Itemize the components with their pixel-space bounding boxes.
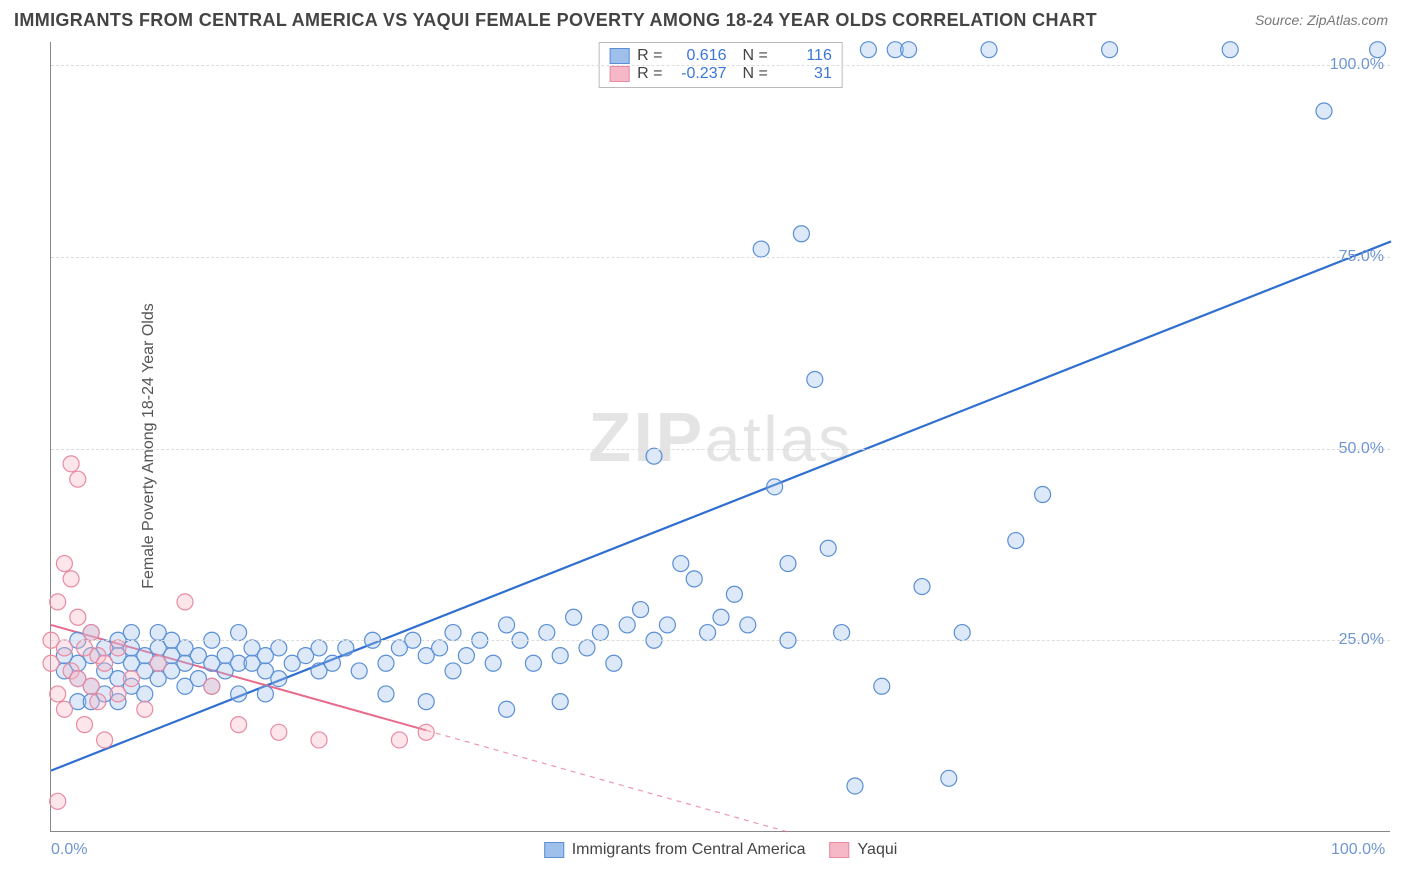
y-tick-label: 50.0%	[1339, 440, 1384, 458]
source-attribution: Source: ZipAtlas.com	[1255, 12, 1388, 28]
scatter-plot: ZIPatlas R =0.616N =116R =-0.237N =31 Im…	[50, 42, 1390, 832]
legend-r-value: 0.616	[671, 47, 727, 65]
legend-swatch	[830, 842, 850, 858]
legend-swatch	[609, 66, 629, 82]
chart-title: IMMIGRANTS FROM CENTRAL AMERICA VS YAQUI…	[14, 10, 1097, 31]
series-legend: Immigrants from Central America Yaqui	[544, 841, 898, 859]
legend-r-value: -0.237	[671, 65, 727, 83]
plot-svg	[51, 42, 1391, 832]
series-legend-item: Immigrants from Central America	[544, 841, 806, 859]
legend-row: R = -0.237 N = 31	[609, 65, 832, 83]
y-tick-label: 100.0%	[1330, 56, 1384, 74]
y-tick-label: 75.0%	[1339, 248, 1384, 266]
series-legend-item: Yaqui	[830, 841, 898, 859]
legend-swatch	[609, 48, 629, 64]
x-tick-label: 100.0%	[1331, 841, 1385, 859]
series-legend-label: Yaqui	[858, 841, 898, 859]
legend-n-label: N =	[743, 65, 768, 83]
legend-n-value: 116	[776, 47, 832, 65]
y-tick-label: 25.0%	[1339, 631, 1384, 649]
x-tick-label: 0.0%	[51, 841, 87, 859]
series-legend-label: Immigrants from Central America	[572, 841, 806, 859]
legend-n-value: 31	[776, 65, 832, 83]
legend-r-label: R =	[637, 47, 662, 65]
legend-swatch	[544, 842, 564, 858]
legend-r-label: R =	[637, 65, 662, 83]
legend-n-label: N =	[743, 47, 768, 65]
legend-row: R = 0.616 N = 116	[609, 47, 832, 65]
